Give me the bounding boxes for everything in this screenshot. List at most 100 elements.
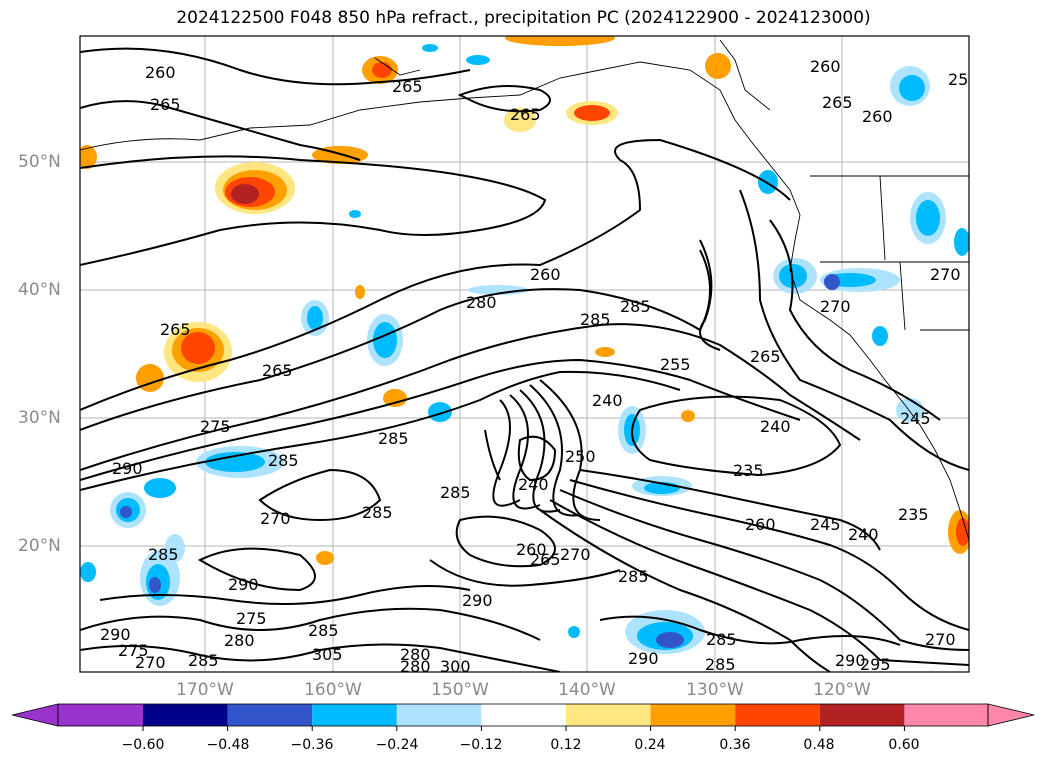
contour-label: 260 [530,265,561,284]
contour-label: 270 [560,545,591,564]
lat-label-40n: 40°N [18,280,61,300]
map-plot: 260 265 265 265 265 260 260 255 265 260 … [79,35,979,676]
lon-label-140w: 140°W [558,680,616,700]
contour-label: 240 [848,525,879,544]
contour-label: 260 [145,63,176,82]
contour-label: 280 [400,657,431,676]
colorbar-segment [735,704,820,726]
colorbar-segment [396,704,482,726]
contour-label: 285 [705,655,736,674]
colorbar-segment [143,704,228,726]
contour-label: 280 [224,631,255,650]
colorbar-segment [819,704,905,726]
colorbar-extend-max [987,703,1035,727]
contour-label: 290 [628,649,659,668]
contour-label: 270 [135,653,166,672]
contour-label: 265 [750,347,781,366]
colorbar-segment [481,704,566,726]
contour-label: 285 [268,451,299,470]
contour-label: 240 [760,417,791,436]
contour-label: 260 [862,107,893,126]
colorbar-segment [566,704,651,726]
colorbar-tick-label: −0.48 [206,737,250,753]
contour-label: 290 [112,459,143,478]
colorbar-extend-min [11,703,59,727]
map-frame [79,35,970,673]
map-title: 2024122500 F048 850 hPa refract., precip… [176,8,871,28]
contour-label: 285 [706,630,737,649]
colorbar-tick-label: 0.48 [803,737,835,753]
contour-label: 275 [200,417,231,436]
colorbar-segment [904,704,988,726]
contour-labels: 260 265 265 265 265 260 260 255 265 260 … [100,57,979,676]
lon-label-120w: 120°W [813,680,871,700]
lon-label-170w: 170°W [176,680,234,700]
contour-label: 285 [580,310,611,329]
contour-label: 260 [745,515,776,534]
contour-label: 300 [440,657,471,676]
colorbar-tick-label: −0.24 [375,737,419,753]
colorbar-segments [11,703,1035,727]
contour-label: 290 [462,591,493,610]
contour-label: 280 [400,645,431,664]
contour-label: 270 [820,297,851,316]
colorbar-tick-label: 0.60 [888,737,920,753]
lat-label-50n: 50°N [18,152,61,172]
contour-label: 270 [260,509,291,528]
contour-label: 285 [378,429,409,448]
contour-label: 265 [530,550,561,569]
colorbar-segment [58,704,143,726]
colorbar-tick-label: −0.12 [459,737,503,753]
contour-label: 285 [188,651,219,670]
contour-label: 265 [510,105,541,124]
gridlines [80,36,969,672]
colorbar-outline [57,703,989,727]
contour-label: 240 [592,391,623,410]
lon-label-150w: 150°W [431,680,489,700]
contour-label: 295 [860,655,891,674]
contour-label: 255 [660,355,691,374]
contour-label: 290 [228,575,259,594]
contour-label: 265 [822,93,853,112]
contour-label: 285 [308,621,339,640]
contour-label: 285 [440,483,471,502]
contour-label: 245 [810,515,841,534]
contour-label: 235 [898,505,929,524]
colorbar-tick-label: 0.24 [634,737,666,753]
contour-label: 260 [516,540,547,559]
contour-label: 255 [948,70,979,89]
contour-label: 280 [466,293,497,312]
contour-label: 260 [810,57,841,76]
contour-label: 265 [392,77,423,96]
colorbar-segment [227,704,313,726]
contour-label: 265 [150,95,181,114]
contour-label: 275 [118,641,149,660]
contour-label: 270 [925,630,956,649]
contour-label: 235 [733,461,764,480]
contour-lines [80,47,969,672]
contour-label: 275 [236,609,267,628]
lon-label-130w: 130°W [686,680,744,700]
contour-label: 290 [835,651,866,670]
lat-label-30n: 30°N [18,408,61,428]
contour-label: 290 [100,625,131,644]
contour-label: 250 [565,447,596,466]
contour-label: 265 [262,361,293,380]
colorbar-tick-label: −0.36 [290,737,334,753]
contour-label: 285 [620,297,651,316]
contour-label: 305 [312,645,343,664]
contour-label: 285 [362,503,393,522]
colorbar-tick-label: 0.36 [719,737,751,753]
colorbar-segment [312,704,397,726]
colorbar-tick-label: −0.60 [121,737,165,753]
contour-label: 285 [618,567,649,586]
contour-label: 240 [518,475,549,494]
lat-label-20n: 20°N [18,536,61,556]
contour-label: 265 [160,320,191,339]
colorbar-tick-label: 0.12 [550,737,582,753]
contour-label: 285 [148,545,179,564]
colorbar-segment [650,704,736,726]
contour-label: 270 [930,265,961,284]
colorbar-ticks [142,726,905,731]
contour-label: 245 [900,409,931,428]
